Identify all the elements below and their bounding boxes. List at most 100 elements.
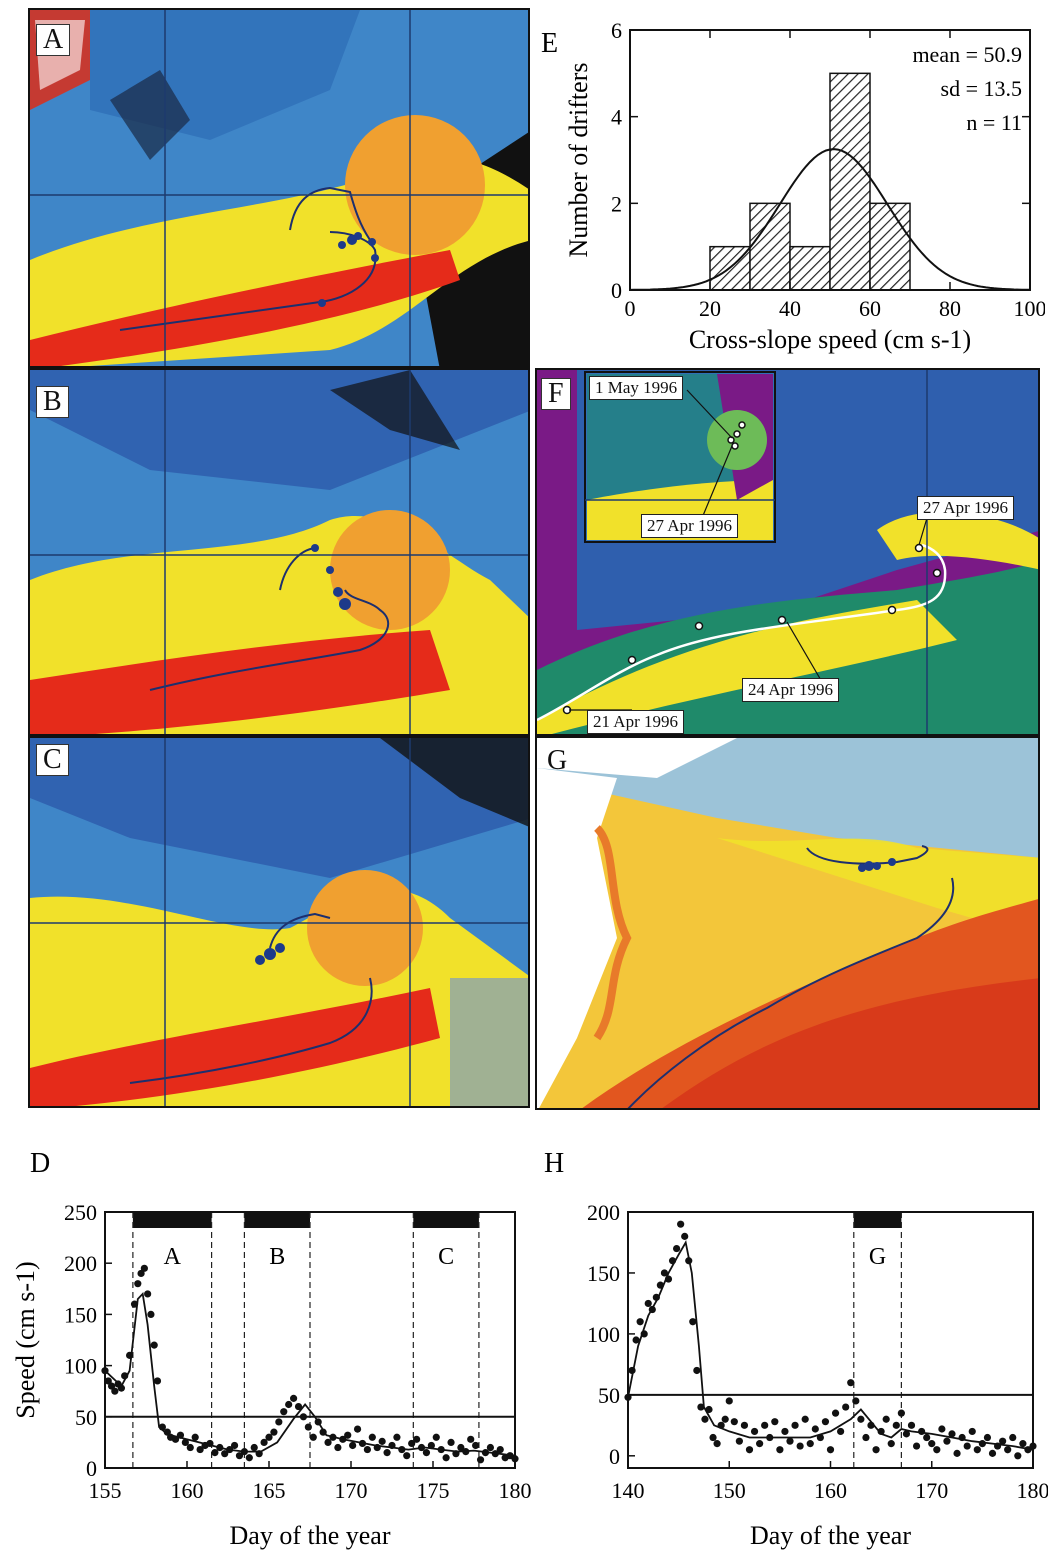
data-point	[104, 1377, 112, 1385]
smoothed-speed-line	[627, 1239, 1034, 1451]
stats-text: mean = 50.9	[912, 42, 1022, 67]
data-point	[476, 1456, 485, 1464]
panel-b: B	[28, 368, 530, 736]
x-tick-label: 100	[1014, 296, 1046, 321]
panel-g-label: G	[547, 745, 568, 776]
data-point	[644, 1299, 652, 1308]
plot-frame	[104, 1211, 516, 1469]
data-point	[811, 1425, 819, 1433]
x-tick-label: 165	[253, 1478, 286, 1503]
window-label: G	[869, 1244, 886, 1270]
data-point	[191, 1433, 199, 1441]
data-point	[383, 1449, 391, 1457]
x-tick-label: 40	[779, 296, 801, 321]
data-point	[150, 1341, 158, 1349]
y-tick-label: 50	[75, 1405, 97, 1430]
window-bar-a	[132, 1212, 212, 1228]
data-point	[309, 1433, 317, 1441]
data-point	[983, 1433, 992, 1442]
data-point	[907, 1421, 916, 1429]
y-tick-label: 0	[86, 1456, 97, 1481]
data-point	[280, 1408, 288, 1416]
y-tick-label: 150	[587, 1261, 620, 1286]
data-point	[211, 1449, 219, 1457]
data-point	[636, 1318, 644, 1326]
data-point	[334, 1443, 342, 1452]
data-point	[144, 1290, 152, 1298]
y-axis-label: Number of drifters	[564, 63, 593, 258]
y-tick-label: 0	[609, 1444, 620, 1469]
data-point	[938, 1425, 946, 1433]
data-point	[745, 1446, 754, 1454]
data-point	[721, 1415, 729, 1423]
data-point	[368, 1433, 376, 1441]
y-tick-label: 150	[64, 1302, 97, 1327]
smoothed-speed-line	[104, 1291, 516, 1457]
window-bar-g	[853, 1212, 902, 1228]
data-point	[786, 1437, 794, 1445]
data-point	[963, 1442, 971, 1450]
data-point	[943, 1437, 951, 1445]
y-tick-label: 50	[598, 1383, 620, 1408]
data-point	[826, 1446, 835, 1454]
data-point	[413, 1435, 421, 1443]
panel-b-image	[30, 370, 528, 734]
data-point	[801, 1415, 809, 1423]
panel-c-image	[30, 738, 528, 1106]
x-tick-label: 160	[171, 1478, 204, 1503]
data-point	[887, 1440, 895, 1448]
x-tick-label: 80	[939, 296, 961, 321]
data-point	[432, 1433, 440, 1441]
data-point	[912, 1442, 921, 1450]
y-tick-label: 200	[587, 1200, 620, 1225]
chart-d: A B C 155 160 165 170 175 180 0 50 100 150 200 250 Day …	[11, 1148, 532, 1550]
data-point	[290, 1394, 298, 1402]
data-point	[467, 1435, 475, 1443]
data-point	[796, 1442, 804, 1450]
panel-f-label: F	[541, 378, 571, 410]
data-point	[725, 1397, 733, 1405]
data-point	[677, 1220, 685, 1228]
window-label: A	[164, 1244, 182, 1270]
normal-fit-curve	[629, 148, 1030, 291]
data-point	[862, 1433, 870, 1442]
data-point	[270, 1428, 278, 1436]
window-label: C	[438, 1244, 454, 1270]
y-tick-label: 100	[64, 1354, 97, 1379]
data-point	[632, 1336, 640, 1344]
data-point	[756, 1440, 764, 1448]
panel-f: F 1 May 1996 27 Apr 1996 27 Apr 1996 24 …	[535, 368, 1040, 736]
y-tick-label: 6	[611, 18, 622, 43]
data-point	[837, 1427, 845, 1436]
data-point	[235, 1452, 244, 1460]
data-point	[701, 1415, 709, 1423]
x-axis-label: Day of the year	[750, 1521, 911, 1550]
data-point	[250, 1443, 258, 1452]
data-point	[447, 1438, 455, 1446]
data-point	[806, 1440, 814, 1448]
data-point	[730, 1418, 738, 1426]
data-point	[442, 1454, 450, 1462]
data-point	[781, 1427, 789, 1436]
panel-c-label: C	[36, 744, 69, 776]
y-tick-label: 250	[64, 1200, 97, 1225]
data-point	[740, 1421, 749, 1429]
histogram-bar	[829, 72, 871, 291]
data-point	[324, 1438, 332, 1446]
data-point	[472, 1441, 480, 1450]
panel-f-image	[537, 370, 1038, 734]
data-point	[294, 1402, 303, 1411]
data-point	[791, 1421, 799, 1429]
plot-frame	[629, 29, 1031, 291]
stats-text: n = 11	[966, 110, 1022, 135]
annotation-27-apr-1996-inset: 27 Apr 1996	[641, 514, 738, 538]
data-point	[857, 1415, 865, 1423]
data-point	[709, 1433, 717, 1442]
x-tick-label: 140	[612, 1478, 645, 1503]
data-point	[776, 1446, 784, 1454]
x-tick-label: 20	[699, 296, 721, 321]
data-point	[230, 1441, 239, 1450]
data-point	[221, 1450, 229, 1458]
data-point	[140, 1264, 148, 1272]
data-point	[153, 1377, 162, 1385]
